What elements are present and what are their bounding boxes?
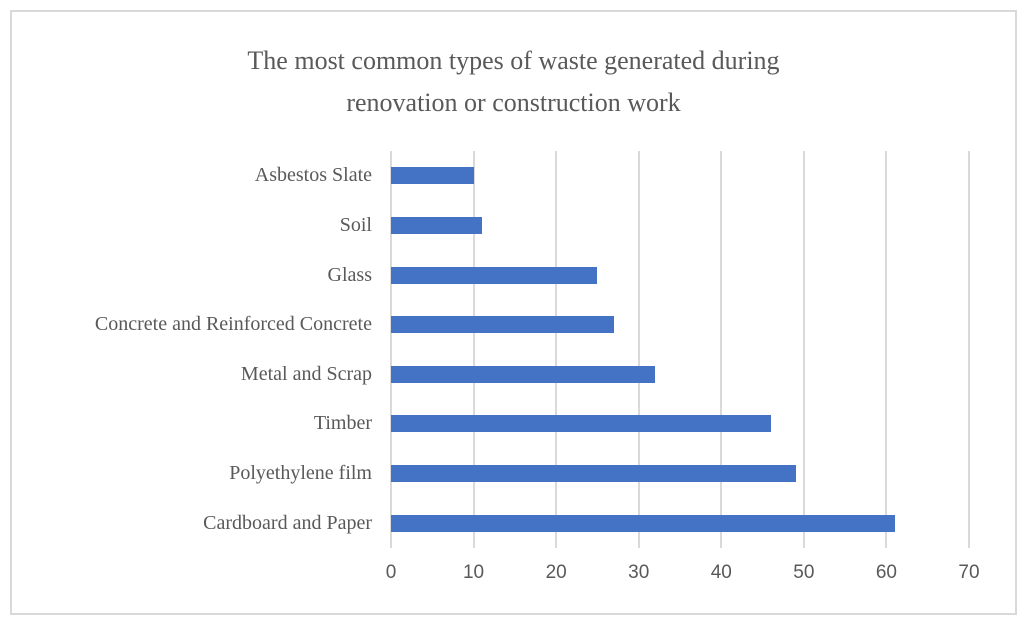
bar-row — [391, 498, 969, 548]
bar — [391, 316, 614, 334]
x-axis-tick-label: 20 — [545, 562, 567, 583]
category-axis-labels: Asbestos Slate Soil Glass Concrete and Rein… — [20, 151, 372, 548]
bar — [391, 415, 771, 433]
gridline — [885, 151, 888, 548]
x-axis-tick-label: 10 — [462, 562, 485, 583]
bar-row — [391, 449, 969, 499]
gridline — [555, 151, 558, 548]
category-label: Concrete and Reinforced Concrete — [94, 313, 372, 336]
category-label: Glass — [327, 263, 372, 286]
gridline — [637, 151, 640, 548]
gridline — [720, 151, 723, 548]
category-label: Cardboard and Paper — [203, 511, 372, 534]
bar — [391, 266, 598, 284]
bar-row — [391, 300, 969, 350]
chart-title-line-1: The most common types of waste generated… — [247, 46, 780, 75]
x-axis-tick-label: 70 — [958, 562, 980, 583]
bar — [391, 216, 482, 234]
bar-row — [391, 201, 969, 251]
chart-border — [10, 10, 1017, 615]
chart-title: The most common types of waste generated… — [0, 40, 1027, 124]
bar — [391, 167, 474, 185]
x-axis: 0 10 20 30 40 50 60 70 — [386, 562, 980, 588]
bar — [391, 465, 796, 483]
category-label: Metal and Scrap — [240, 362, 372, 385]
gridline — [802, 151, 805, 548]
x-axis-tick-label: 40 — [710, 562, 732, 583]
gridline — [472, 151, 475, 548]
plot-area — [390, 151, 970, 548]
category-label: Timber — [313, 412, 372, 435]
bar-row — [391, 399, 969, 449]
x-axis-tick-label: 30 — [628, 562, 650, 583]
chart-title-line-2: renovation or construction work — [346, 88, 681, 117]
bar-row — [391, 151, 969, 201]
category-label: Soil — [339, 213, 372, 236]
bar — [391, 365, 656, 383]
x-axis-tick-label: 0 — [385, 562, 397, 583]
bar-series — [391, 151, 969, 548]
bar-row — [391, 250, 969, 300]
bar-row — [391, 350, 969, 400]
category-label: Asbestos Slate — [254, 164, 372, 187]
x-axis-tick-label: 50 — [793, 562, 815, 583]
category-label: Polyethylene film — [229, 462, 372, 485]
x-axis-tick-label: 60 — [875, 562, 897, 583]
bar — [391, 514, 895, 532]
gridline — [968, 151, 970, 548]
gridline — [390, 151, 392, 548]
